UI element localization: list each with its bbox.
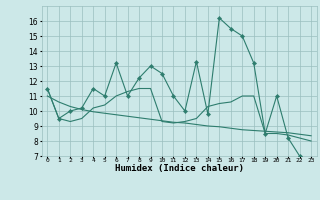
X-axis label: Humidex (Indice chaleur): Humidex (Indice chaleur) <box>115 164 244 173</box>
